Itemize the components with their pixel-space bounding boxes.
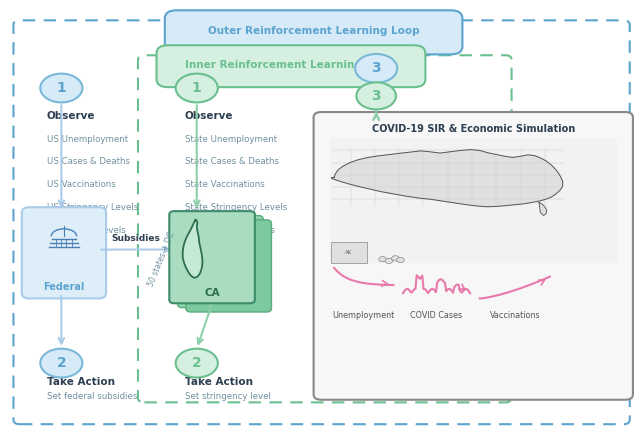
Text: 1: 1 xyxy=(56,81,66,95)
Text: Observe: Observe xyxy=(184,111,233,121)
Circle shape xyxy=(175,74,218,102)
Text: Outer Reinforcement Learning Loop: Outer Reinforcement Learning Loop xyxy=(208,26,419,36)
Text: 50 states + DC: 50 states + DC xyxy=(147,230,177,288)
FancyBboxPatch shape xyxy=(332,242,367,263)
Text: Observe: Observe xyxy=(47,111,95,121)
Text: State Subsidy Levels: State Subsidy Levels xyxy=(184,226,275,235)
Text: US Cases & Deaths: US Cases & Deaths xyxy=(47,157,130,166)
Text: 3: 3 xyxy=(371,61,381,75)
Circle shape xyxy=(392,256,399,261)
Circle shape xyxy=(385,258,393,264)
Text: Unemployment: Unemployment xyxy=(332,311,394,320)
Text: Take Action: Take Action xyxy=(47,377,115,387)
Text: Set federal subsidies: Set federal subsidies xyxy=(47,392,137,401)
Polygon shape xyxy=(332,150,563,207)
Text: US Unemployment: US Unemployment xyxy=(47,135,128,144)
FancyBboxPatch shape xyxy=(330,138,617,263)
FancyBboxPatch shape xyxy=(170,211,255,303)
Text: State Stringency Levels: State Stringency Levels xyxy=(184,203,287,212)
Text: Federal: Federal xyxy=(44,282,84,292)
Text: State Cases & Deaths: State Cases & Deaths xyxy=(184,157,278,166)
Circle shape xyxy=(40,74,83,102)
Text: State Unemployment: State Unemployment xyxy=(184,135,276,144)
Text: AK: AK xyxy=(345,250,353,254)
Circle shape xyxy=(356,82,396,110)
Text: US Vaccinations: US Vaccinations xyxy=(47,180,115,189)
Text: Vaccinations: Vaccinations xyxy=(490,311,540,320)
Text: COVID Cases: COVID Cases xyxy=(410,311,462,320)
Text: State Vaccinations: State Vaccinations xyxy=(184,180,264,189)
Text: 3: 3 xyxy=(371,89,381,103)
Text: US Subsidy Levels: US Subsidy Levels xyxy=(47,226,125,235)
Text: 2: 2 xyxy=(56,356,66,370)
Text: Inner Reinforcement Learning Loop: Inner Reinforcement Learning Loop xyxy=(185,60,394,71)
Polygon shape xyxy=(539,202,547,215)
Circle shape xyxy=(355,54,397,83)
Circle shape xyxy=(175,349,218,378)
Circle shape xyxy=(397,258,404,263)
FancyBboxPatch shape xyxy=(314,112,633,400)
Text: Receive Reward: Receive Reward xyxy=(396,111,490,121)
FancyBboxPatch shape xyxy=(157,45,426,87)
Text: Take Action: Take Action xyxy=(184,377,253,387)
FancyBboxPatch shape xyxy=(165,11,463,54)
FancyBboxPatch shape xyxy=(22,207,106,298)
Circle shape xyxy=(379,257,387,262)
Polygon shape xyxy=(182,220,202,278)
Text: Set stringency level: Set stringency level xyxy=(184,392,271,401)
Text: 1: 1 xyxy=(192,81,202,95)
Text: Subsidies: Subsidies xyxy=(111,234,161,243)
Circle shape xyxy=(40,349,83,378)
Text: US Stringency Levels: US Stringency Levels xyxy=(47,203,138,212)
Text: CA: CA xyxy=(204,288,220,298)
Text: Social Welfare Gain: Social Welfare Gain xyxy=(396,128,479,137)
FancyBboxPatch shape xyxy=(177,215,263,307)
Text: COVID-19 SIR & Economic Simulation: COVID-19 SIR & Economic Simulation xyxy=(372,124,575,134)
FancyBboxPatch shape xyxy=(186,220,271,312)
Text: 2: 2 xyxy=(192,356,202,370)
